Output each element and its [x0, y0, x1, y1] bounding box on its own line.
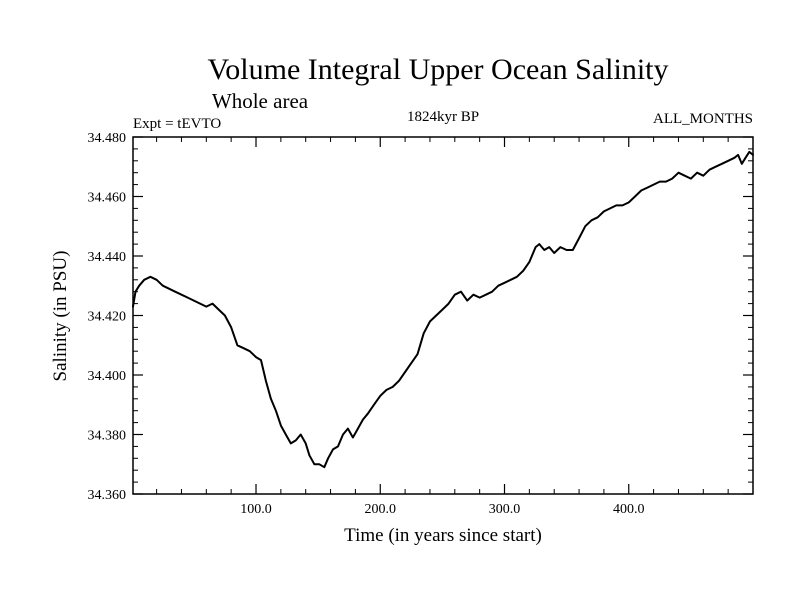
- series-line-salinity: [132, 150, 754, 469]
- x-axis-label: Time (in years since start): [344, 525, 542, 546]
- x-tick-label: 200.0: [365, 502, 397, 517]
- chart-subtitle: Whole area: [212, 89, 309, 113]
- y-axis-label: Salinity (in PSU): [50, 251, 71, 382]
- y-tick-label: 34.420: [88, 310, 127, 325]
- x-tick-label: 300.0: [489, 502, 521, 517]
- x-tick-label: 400.0: [613, 502, 645, 517]
- months-label: ALL_MONTHS: [653, 111, 753, 127]
- axes-layer: 100.0 200.0 300.0 400.0 34.360 34.380 34.400 34…: [88, 131, 754, 517]
- experiment-label: Expt = tEVTO: [133, 116, 221, 132]
- x-tick-label: 100.0: [240, 502, 272, 517]
- y-tick-label: 34.440: [88, 250, 127, 265]
- y-tick-label: 34.360: [88, 488, 127, 503]
- y-tick-label: 34.380: [88, 429, 127, 444]
- y-tick-label: 34.460: [88, 191, 127, 206]
- chart-title: Volume Integral Upper Ocean Salinity: [208, 53, 669, 86]
- period-label: 1824kyr BP: [407, 109, 479, 125]
- y-tick-label: 34.480: [88, 131, 127, 146]
- y-tick-label: 34.400: [88, 369, 127, 384]
- series-layer: [132, 150, 754, 469]
